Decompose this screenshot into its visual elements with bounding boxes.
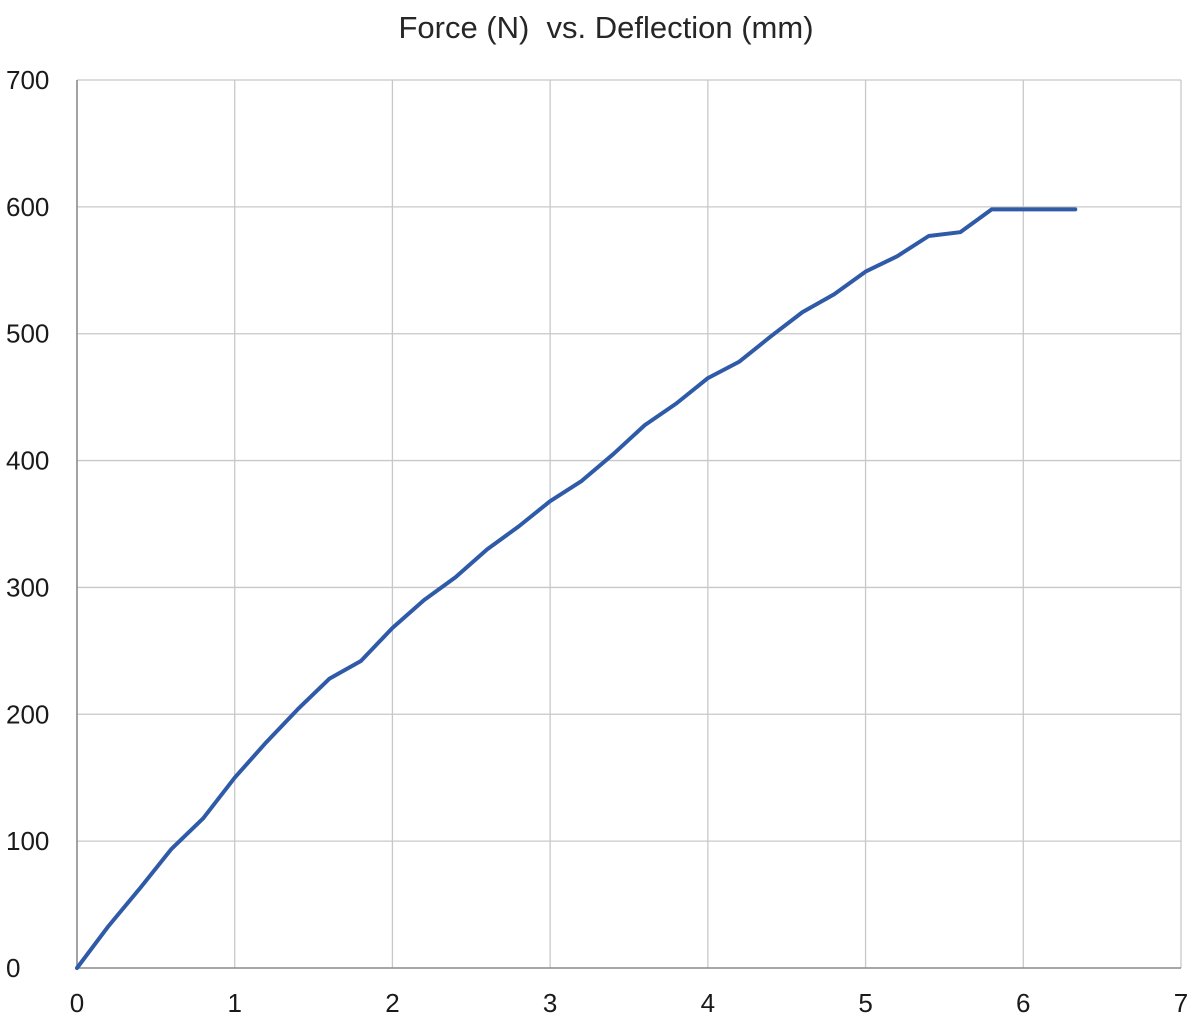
x-tick-label: 7 xyxy=(1174,988,1188,1018)
y-tick-label: 400 xyxy=(6,446,49,476)
grid xyxy=(77,79,1182,968)
x-tick-label: 2 xyxy=(385,988,399,1018)
y-tick-label: 500 xyxy=(6,319,49,349)
x-tick-label: 4 xyxy=(701,988,715,1018)
y-tick-label: 300 xyxy=(6,572,49,602)
x-tick-label: 1 xyxy=(227,988,241,1018)
series-line-0 xyxy=(75,207,1078,970)
y-tick-label: 200 xyxy=(6,699,49,729)
axes xyxy=(76,80,1181,969)
series-layer xyxy=(75,207,1078,970)
y-tick-label: 600 xyxy=(6,192,49,222)
x-tick-label: 0 xyxy=(70,988,84,1018)
tick-labels: 0 1 2 3 4 5 6 7 0 100 200 300 400 500 600 700 xyxy=(6,65,1188,1018)
y-tick-label: 700 xyxy=(6,65,49,95)
x-tick-label: 6 xyxy=(1016,988,1030,1018)
x-tick-label: 5 xyxy=(858,988,872,1018)
y-tick-label: 100 xyxy=(6,826,49,856)
chart-title: Force (N) vs. Deflection (mm) xyxy=(398,10,814,45)
x-tick-label: 3 xyxy=(543,988,557,1018)
y-tick-label: 0 xyxy=(6,953,20,983)
